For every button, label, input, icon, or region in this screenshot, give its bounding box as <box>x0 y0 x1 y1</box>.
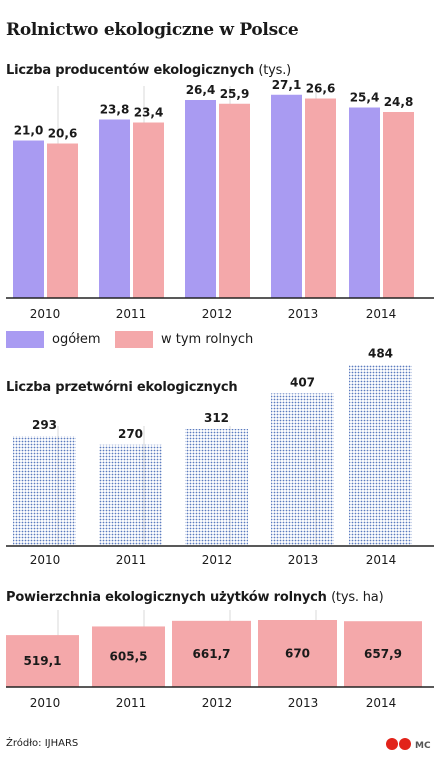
data-label: 26,4 <box>186 83 216 97</box>
data-label: 27,1 <box>272 78 302 92</box>
bar-rolnych-2013 <box>305 98 336 298</box>
chart3-unit: (tys. ha) <box>331 590 384 605</box>
x-tick-label: 2010 <box>30 553 61 567</box>
bar-2011 <box>99 444 162 546</box>
x-tick-label: 2014 <box>366 696 397 710</box>
source-note: Źródło: IJHARS <box>6 738 79 749</box>
legend-item-ogolem: ogółem <box>6 331 101 348</box>
chart1-unit: (tys.) <box>258 63 292 78</box>
chart2-title-text: Liczba przetwórni ekologicznych <box>6 380 238 395</box>
legend-swatch-ogolem <box>6 331 44 348</box>
processors-chart: 293 2010 270 2011 312 2012 407 2013 484 2014 <box>6 347 434 567</box>
bar-rolnych-2011 <box>133 122 164 298</box>
x-tick-label: 2011 <box>116 553 147 567</box>
bar-ogolem-2012 <box>185 100 216 298</box>
chart3-title-text: Powierzchnia ekologicznych użytków rolny… <box>6 590 327 605</box>
page-title: Rolnictwo ekologiczne w Polsce <box>6 20 299 40</box>
bar-2012 <box>172 620 251 687</box>
data-label: 23,4 <box>134 106 164 120</box>
bar-rolnych-2014 <box>383 112 414 298</box>
x-tick-label: 2013 <box>288 553 319 567</box>
data-label: 25,9 <box>220 87 250 101</box>
data-label: 519,1 <box>24 654 62 668</box>
bar-2013 <box>271 393 334 546</box>
data-label: 23,8 <box>100 103 130 117</box>
legend-item-rolnych: w tym rolnych <box>115 331 253 348</box>
x-tick-label: 2011 <box>116 307 147 321</box>
producers-chart: 21,0 20,6 2010 23,8 23,4 2011 26,4 25,9 2012 27,1… <box>6 78 434 321</box>
logo-text: MC <box>415 741 431 751</box>
data-label: 407 <box>290 375 315 389</box>
data-label: 312 <box>204 411 229 425</box>
data-label: 670 <box>285 647 310 661</box>
logo: MC <box>384 736 434 752</box>
x-tick-label: 2012 <box>202 307 233 321</box>
x-tick-label: 2011 <box>116 696 147 710</box>
bar-ogolem-2014 <box>349 107 380 298</box>
bar-rolnych-2012 <box>219 103 250 298</box>
bar-2014 <box>344 621 422 687</box>
bar-2010 <box>13 436 76 546</box>
bar-ogolem-2013 <box>271 94 302 298</box>
data-label: 26,6 <box>306 82 336 96</box>
chart1-title-text: Liczba producentów ekologicznych <box>6 63 255 78</box>
bar-2011 <box>92 626 165 687</box>
bar-2013 <box>258 620 337 687</box>
x-tick-label: 2012 <box>202 553 233 567</box>
area-chart: 519,1 2010 605,5 2011 661,7 2012 670 2013 657,9 2… <box>6 610 434 710</box>
x-tick-label: 2014 <box>366 307 397 321</box>
x-tick-label: 2012 <box>202 696 233 710</box>
data-label: 25,4 <box>350 91 380 105</box>
data-label: 657,9 <box>364 647 402 661</box>
legend-label-rolnych: w tym rolnych <box>161 332 254 347</box>
bar-2010 <box>6 635 79 687</box>
data-label: 21,0 <box>14 124 44 138</box>
x-tick-label: 2014 <box>366 553 397 567</box>
data-label: 20,6 <box>48 127 78 141</box>
data-label: 605,5 <box>110 650 148 664</box>
bar-2012 <box>185 429 248 546</box>
bar-ogolem-2011 <box>99 119 130 298</box>
x-tick-label: 2010 <box>30 307 61 321</box>
chart2-title: Liczba przetwórni ekologicznych <box>6 380 238 395</box>
bar-ogolem-2010 <box>13 140 44 298</box>
x-tick-label: 2013 <box>288 696 319 710</box>
legend-label-ogolem: ogółem <box>52 332 101 347</box>
chart1-title: Liczba producentów ekologicznych (tys.) <box>6 63 291 78</box>
data-label: 270 <box>118 427 143 441</box>
logo-icon: MC <box>386 738 431 751</box>
x-tick-label: 2010 <box>30 696 61 710</box>
x-tick-label: 2013 <box>288 307 319 321</box>
chart3-title: Powierzchnia ekologicznych użytków rolny… <box>6 590 384 605</box>
data-label: 484 <box>368 347 393 361</box>
data-label: 293 <box>32 418 57 432</box>
data-label: 661,7 <box>193 647 231 661</box>
bar-2014 <box>349 364 412 546</box>
legend-swatch-rolnych <box>115 331 153 348</box>
data-label: 24,8 <box>384 95 414 109</box>
bar-rolnych-2010 <box>47 143 78 298</box>
